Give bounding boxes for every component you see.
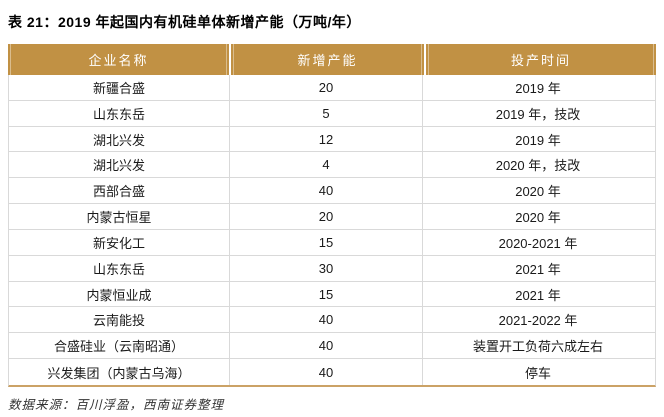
cell-company: 新疆合盛 <box>9 75 230 100</box>
table-row: 湖北兴发 4 2020 年，技改 <box>9 152 655 179</box>
cell-time: 2021 年 <box>515 261 561 277</box>
cell-time: 2020 年 <box>515 184 561 200</box>
cell-time: 2019 年 <box>515 80 561 96</box>
cell-time: 2021 年 <box>515 287 561 303</box>
cell-time: 2019 年 <box>515 132 561 148</box>
cell-company: 山东东岳 <box>9 100 230 126</box>
cell-company: 云南能投 <box>9 307 230 333</box>
column-header-time: 投产时间 <box>426 44 656 75</box>
cell-capacity: 5 <box>230 100 423 126</box>
table-row: 湖北兴发 12 2019 年 <box>9 126 655 153</box>
column-header-capacity: 新增产能 <box>231 44 424 75</box>
cell-capacity: 40 <box>230 178 423 204</box>
table-row: 内蒙恒业成 15 2021 年 <box>9 281 655 308</box>
table-body: 新疆合盛 20 2019 年 山东东岳 5 2019 年，技改 湖北兴发 12 … <box>8 75 656 387</box>
cell-time: 2020 年 <box>515 210 561 226</box>
cell-company: 山东东岳 <box>9 255 230 281</box>
cell-company: 内蒙恒业成 <box>9 281 230 307</box>
cell-company: 内蒙古恒星 <box>9 204 230 229</box>
table-row: 山东东岳 30 2021 年 <box>9 255 655 282</box>
cell-company: 湖北兴发 <box>9 152 230 178</box>
table-header-row: 企业名称 新增产能 投产时间 <box>8 44 656 75</box>
table-row: 西部合盛 40 2020 年 <box>9 178 655 205</box>
table-row: 云南能投 40 2021-2022 年 <box>9 307 655 334</box>
cell-time: 2020-2021 年 <box>498 235 578 251</box>
capacity-table: 企业名称 新增产能 投产时间 新疆合盛 20 2019 年 山东东岳 5 201… <box>8 44 656 387</box>
data-source-note: 数据来源：百川浮盈，西南证券整理 <box>8 397 225 412</box>
cell-company: 湖北兴发 <box>9 126 230 152</box>
cell-capacity: 15 <box>230 281 423 307</box>
column-header-company: 企业名称 <box>8 44 229 75</box>
table-row: 新疆合盛 20 2019 年 <box>9 75 655 101</box>
table-row: 内蒙古恒星 20 2020 年 <box>9 204 655 230</box>
cell-capacity: 15 <box>230 229 423 255</box>
cell-time: 2021-2022 年 <box>498 313 578 329</box>
cell-capacity: 40 <box>230 333 423 359</box>
cell-capacity: 40 <box>230 359 423 385</box>
cell-time: 装置开工负荷六成左右 <box>472 339 603 355</box>
cell-time: 停车 <box>524 365 551 381</box>
table-row: 新安化工 15 2020-2021 年 <box>9 229 655 256</box>
table-row: 合盛硅业（云南昭通） 40 装置开工负荷六成左右 <box>9 333 655 360</box>
cell-capacity: 12 <box>230 126 423 152</box>
cell-capacity: 20 <box>230 204 423 229</box>
cell-capacity: 30 <box>230 255 423 281</box>
cell-time: 2019 年，技改 <box>495 106 581 122</box>
cell-company: 西部合盛 <box>9 178 230 204</box>
table-title: 表 21：2019 年起国内有机硅单体新增产能（万吨/年） <box>8 14 361 30</box>
cell-time: 2020 年，技改 <box>495 158 581 174</box>
table-row: 兴发集团（内蒙古乌海） 40 停车 <box>9 359 655 385</box>
cell-capacity: 40 <box>230 307 423 333</box>
cell-company: 新安化工 <box>9 229 230 255</box>
cell-capacity: 20 <box>230 75 423 100</box>
cell-company: 兴发集团（内蒙古乌海） <box>9 359 230 385</box>
table-row: 山东东岳 5 2019 年，技改 <box>9 100 655 127</box>
cell-company: 合盛硅业（云南昭通） <box>9 333 230 359</box>
cell-capacity: 4 <box>230 152 423 178</box>
